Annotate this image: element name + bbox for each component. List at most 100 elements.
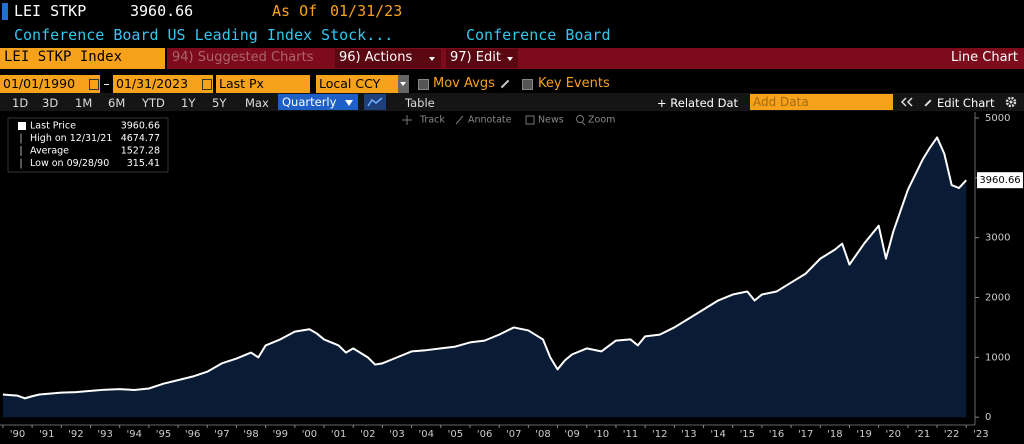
field[interactable]: Last Px [216,75,310,93]
period-button[interactable]: 1D [12,96,29,110]
end-date[interactable]: 01/31/2023 [113,75,213,93]
x-tick-label: '21 [915,429,930,440]
source: Conference Board [466,26,611,44]
currency-dropdown[interactable] [398,75,409,93]
period-button[interactable]: 6M [108,96,126,110]
actions: 96) Actions [339,50,413,65]
security-box[interactable]: LEI STKP Index [0,48,165,69]
security: LEI STKP Index [4,49,123,65]
dropdown-arrow [400,82,406,86]
tool[interactable]: Zoom [588,115,615,126]
x-tick-label: '94 [127,429,142,440]
x-tick-label: '07 [506,429,521,440]
legend-label: Low on 09/28/90 [30,158,109,169]
y-tick-label: 5000 [985,113,1010,124]
y-tick-label: 3000 [985,233,1010,244]
frequency-dropdown[interactable]: Quarterly [278,94,358,110]
x-tick-label: '20 [886,429,901,440]
related-data[interactable]: + Related Dat [657,96,739,110]
x-tick-label: '98 [243,429,258,440]
last-value-tag [977,172,1023,189]
legend-value: 315.41 [127,158,160,169]
x-tick-label: '14 [710,429,725,440]
area [2,137,967,418]
as-of-date: 01/31/23 [330,2,403,20]
x-tick-label: '93 [97,429,112,440]
as-of-label: As Of [272,2,318,20]
calendar-icon [202,79,212,90]
collapse-button[interactable] [900,96,914,108]
y-tick-label: 0 [985,412,991,423]
x-tick-label: '18 [827,429,842,440]
security-marker [2,3,8,20]
end-date-text: 01/31/2023 [116,76,189,91]
tool[interactable]: Track [419,115,445,126]
key-events: Key Events [538,76,610,91]
key-events-checkbox[interactable] [522,79,533,90]
price: 3960.66 [130,2,194,20]
chart-kind: Line Chart [951,50,1018,65]
chart-view-button[interactable] [364,94,386,110]
x-tick-label: '99 [272,429,287,440]
period-button[interactable]: 1Y [181,96,196,110]
tool[interactable]: Annotate [468,115,512,126]
x-tick-label: '90 [10,429,25,440]
x-tick-label: '97 [214,429,229,440]
line [2,136,967,400]
period-button[interactable]: 5Y [212,96,227,110]
dropdown-arrow [429,57,435,61]
period-button[interactable]: 3D [42,96,59,110]
x-tick-label: '09 [564,429,579,440]
calendar-icon [89,79,99,90]
period-button[interactable]: 1M [75,96,93,110]
settings-button[interactable] [1005,96,1017,108]
x-tick-label: '23 [973,429,988,440]
ticker: LEI STKP [14,2,87,20]
frequency: Quarterly [282,95,337,109]
currency-text: Local CCY [319,76,381,91]
edit: 97) Edit [450,50,501,65]
period-button[interactable]: Max [245,96,269,110]
edit-button[interactable]: 97) Edit [446,49,518,68]
add-data-input[interactable]: Add Data [750,94,893,110]
tool-icons [402,115,586,126]
x-tick-label: '10 [594,429,609,440]
period-button[interactable]: YTD [142,96,165,110]
legend-value: 3960.66 [121,121,160,132]
x-tick-label: '17 [798,429,813,440]
legend-swatch [18,122,26,130]
suggested-charts[interactable]: 94) Suggested Charts [172,50,314,65]
y-tick-label: 1000 [985,352,1010,363]
last-value-label: 3960.66 [979,175,1020,186]
start-date-text: 01/01/1990 [3,76,76,91]
x-tick-label: '06 [477,429,492,440]
legend-box [7,117,169,173]
x-tick-label: '02 [360,429,375,440]
x-tick-label: '13 [681,429,696,440]
legend-value: 1527.28 [121,146,160,157]
start-date[interactable]: 01/01/1990 [0,75,100,93]
add-data: Add Data [753,95,809,109]
edit-chart[interactable]: Edit Chart [937,96,995,110]
legend-label: High on 12/31/21 [30,133,112,144]
x-tick-label: '19 [856,429,871,440]
x-tick-label: '91 [39,429,54,440]
legend-label: Average [30,146,69,157]
x-tick-label: '04 [418,429,433,440]
actions-button[interactable]: 96) Actions [335,49,441,68]
y-tick-label: 2000 [985,293,1010,304]
dropdown-arrow [345,100,353,106]
x-tick-label: '96 [185,429,200,440]
table-button[interactable]: Table [405,96,435,110]
x-tick-label: '11 [623,429,638,440]
x-tick-label: '15 [740,429,755,440]
mov-avgs-checkbox[interactable] [418,79,429,90]
legend-label: Last Price [30,121,76,132]
x-tick-label: '08 [535,429,550,440]
x-tick-label: '92 [68,429,83,440]
currency[interactable]: Local CCY [316,75,398,93]
x-tick-label: '03 [389,429,404,440]
tool[interactable]: News [538,115,564,126]
